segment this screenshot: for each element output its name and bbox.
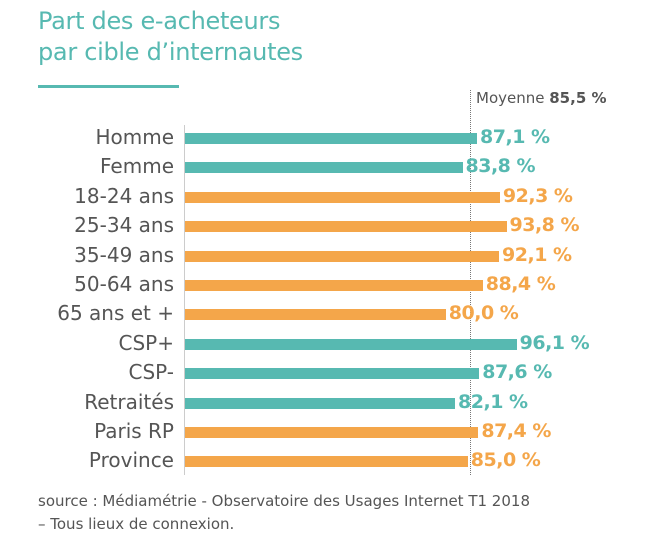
- average-value: 85,5 %: [549, 89, 607, 107]
- bar: [185, 309, 446, 321]
- category-label: CSP+: [118, 330, 174, 355]
- value-label: 85,0 %: [470, 449, 541, 472]
- bar: [185, 221, 507, 233]
- category-label: Homme: [95, 125, 174, 149]
- chart-title: Part des e-acheteurs par cible d’interna…: [38, 6, 303, 68]
- title-line-2: par cible d’internautes: [38, 38, 303, 66]
- value-label: 88,4 %: [485, 273, 556, 295]
- value-label: 87,1 %: [480, 126, 550, 148]
- category-label: CSP-: [128, 360, 175, 385]
- category-label: 18-24 ans: [74, 183, 174, 208]
- value-label: 87,6 %: [482, 361, 552, 384]
- category-label: 25-34 ans: [74, 213, 174, 238]
- title-line-1: Part des e-acheteurs: [38, 7, 281, 35]
- value-label: 80,0 %: [448, 302, 519, 325]
- bar: [185, 250, 500, 262]
- title-underline: [38, 85, 179, 88]
- value-label: 92,1 %: [502, 243, 572, 266]
- value-label: 83,8 %: [465, 155, 536, 178]
- bar: [185, 368, 480, 380]
- category-label: Femme: [100, 154, 174, 179]
- bar: [185, 338, 517, 350]
- average-label-text: Moyenne: [476, 89, 545, 107]
- value-label: 82,1 %: [458, 390, 528, 413]
- category-label: 35-49 ans: [74, 242, 174, 267]
- category-axis: [184, 125, 185, 475]
- bar: [185, 162, 463, 174]
- bar: [185, 133, 478, 144]
- average-label: Moyenne 85,5 %: [476, 89, 607, 107]
- category-label: 65 ans et +: [57, 301, 174, 326]
- category-label: Retraités: [84, 389, 174, 414]
- bar: [185, 191, 500, 203]
- value-label: 92,3 %: [502, 184, 573, 207]
- value-label: 93,8 %: [509, 214, 580, 237]
- source-note: source : Médiamétrie - Observatoire des …: [38, 490, 530, 536]
- source-line-2: – Tous lieux de connexion.: [38, 515, 235, 533]
- bar: [185, 456, 468, 468]
- bar: [185, 280, 483, 291]
- source-line-1: source : Médiamétrie - Observatoire des …: [38, 492, 530, 510]
- bar: [185, 397, 456, 409]
- category-label: 50-64 ans: [74, 272, 174, 296]
- value-label: 87,4 %: [481, 420, 551, 442]
- category-label: Paris RP: [94, 419, 174, 443]
- category-label: Province: [88, 448, 174, 473]
- value-label: 96,1 %: [519, 331, 590, 354]
- bar: [185, 427, 479, 438]
